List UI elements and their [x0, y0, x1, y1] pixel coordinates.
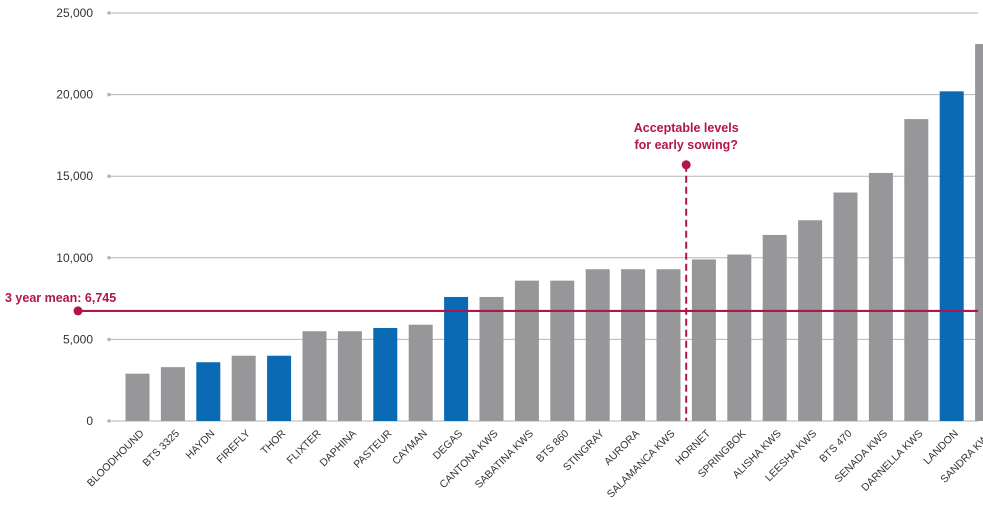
bar: [833, 192, 858, 421]
bar: [444, 296, 469, 421]
gridline-dot: [107, 174, 111, 178]
gridline-dot: [107, 337, 111, 342]
bar: [302, 331, 327, 421]
bar: [798, 220, 823, 421]
bar: [231, 355, 256, 421]
gridline-dot: [107, 92, 111, 97]
x-tick-label: DARNELLA KWS: [859, 428, 925, 494]
bar: [939, 91, 964, 421]
gridlines: [107, 11, 978, 423]
y-tick-label: 20,000: [56, 88, 93, 102]
early-sowing-label-line1: Acceptable levels: [634, 121, 739, 135]
bar: [691, 259, 716, 421]
bar: [514, 280, 539, 421]
bar: [762, 234, 787, 421]
bar: [975, 44, 983, 422]
bar: [868, 172, 893, 421]
mean-label: 3 year mean: 6,745: [5, 291, 116, 305]
bar: [904, 119, 929, 421]
x-tick-label: SALAMANCA KWS: [605, 428, 678, 501]
bar: [550, 280, 575, 421]
bar: [479, 296, 504, 421]
x-tick-label: CAYMAN: [390, 428, 430, 468]
bar: [585, 269, 610, 421]
bar: [267, 355, 292, 421]
bar: [373, 327, 398, 421]
bar: [408, 324, 433, 421]
x-tick-label: BLOODHOUND: [85, 427, 147, 489]
y-tick-label: 10,000: [56, 251, 93, 265]
annotations: 3 year mean: 6,745 Acceptable levels for…: [5, 121, 978, 421]
y-axis-ticks: 0 5,000 10,000 15,000 20,000 25,000: [56, 6, 93, 428]
y-tick-label: 15,000: [56, 169, 93, 183]
bar: [727, 254, 752, 421]
y-tick-label: 25,000: [56, 6, 93, 20]
bar: [656, 269, 681, 421]
x-tick-label: HAYDN: [183, 428, 217, 462]
bar: [621, 269, 646, 421]
x-tick-label: PASTEUR: [351, 427, 394, 470]
gridline-dot: [107, 11, 111, 15]
bar: [196, 362, 221, 421]
gridline-dot: [107, 255, 111, 260]
early-sowing-label-line2: for early sowing?: [634, 138, 738, 152]
x-tick-label: THOR: [259, 427, 289, 457]
y-tick-label: 5,000: [63, 332, 93, 346]
early-sowing-marker: [681, 160, 691, 170]
x-tick-label: DEGAS: [431, 428, 465, 462]
bar: [337, 331, 362, 421]
mean-line-marker: [73, 306, 83, 316]
bar: [125, 373, 150, 421]
x-tick-label: BTS 3325: [141, 428, 183, 470]
gridline-dot: [107, 419, 111, 423]
bars: [125, 44, 983, 422]
y-tick-label: 0: [86, 414, 93, 428]
bar: [160, 367, 185, 421]
x-tick-label: FIREFLY: [214, 428, 252, 466]
